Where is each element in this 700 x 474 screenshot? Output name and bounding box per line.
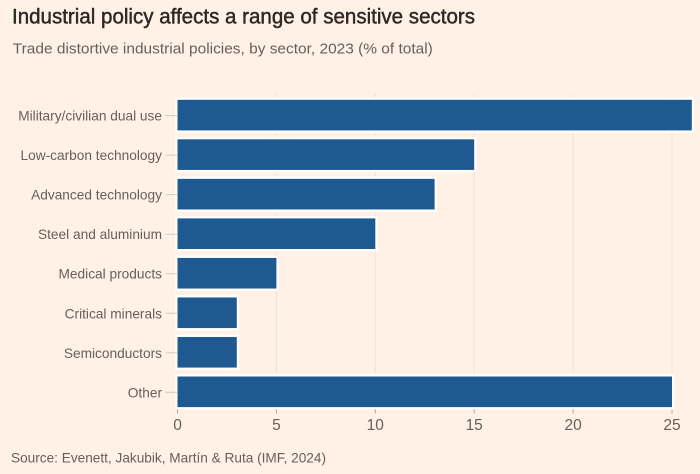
svg-text:Trade distortive industrial po: Trade distortive industrial policies, by… [13,40,433,57]
svg-text:Steel and aluminium: Steel and aluminium [38,227,162,242]
svg-text:Other: Other [128,385,163,400]
svg-text:5: 5 [272,417,281,434]
svg-text:Medical products: Medical products [59,267,163,282]
svg-text:Semiconductors: Semiconductors [64,346,162,361]
svg-text:20: 20 [564,417,582,434]
svg-text:Advanced technology: Advanced technology [31,188,162,203]
svg-text:15: 15 [466,417,483,434]
svg-text:25: 25 [663,417,680,434]
svg-text:Source: Evenett, Jakubik, Mart: Source: Evenett, Jakubik, Martín & Ruta … [11,450,326,466]
svg-text:0: 0 [173,417,182,434]
svg-text:Critical minerals: Critical minerals [65,306,163,321]
svg-text:Industrial policy affects a ra: Industrial policy affects a range of sen… [12,5,475,29]
svg-text:10: 10 [367,417,385,434]
svg-text:Low-carbon technology: Low-carbon technology [20,148,162,163]
svg-text:Military/civilian dual use: Military/civilian dual use [18,109,162,124]
